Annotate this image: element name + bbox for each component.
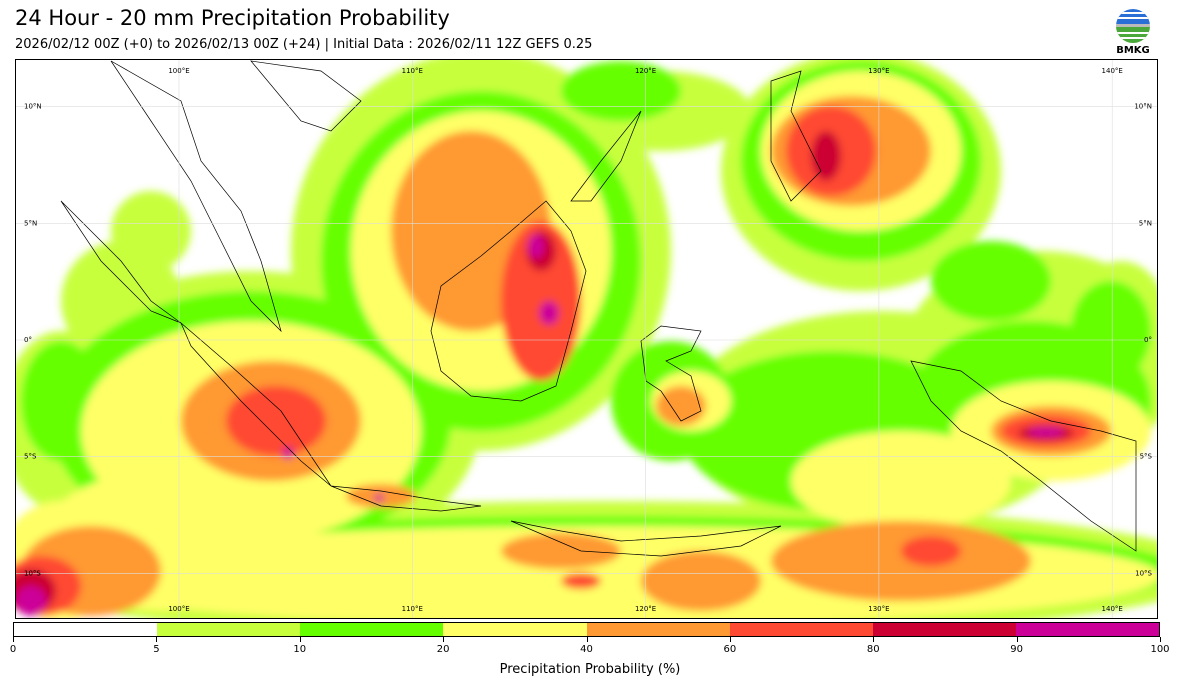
coastline [430, 200, 587, 402]
probability-region [561, 61, 681, 121]
probability-region [501, 533, 621, 569]
colorbar-tick-label: 10 [293, 644, 307, 655]
probability-region [1028, 427, 1064, 437]
longitude-label: 120°E [635, 605, 656, 613]
longitude-label: 130°E [868, 67, 889, 75]
colorbar-tick-label: 100 [1150, 644, 1170, 655]
bmkg-logo: BMKG [1112, 8, 1154, 56]
colorbar-tick [586, 637, 588, 642]
colorbar-segment [14, 623, 158, 636]
coastline [910, 360, 1137, 552]
probability-region [16, 586, 46, 616]
logo-text: BMKG [1116, 45, 1150, 56]
longitude-label: 100°E [168, 605, 189, 613]
probability-region [528, 234, 544, 258]
longitude-label: 140°E [1102, 67, 1123, 75]
colorbar-tick-label: 40 [580, 644, 593, 655]
probability-region [431, 131, 511, 211]
probability-region [501, 221, 581, 381]
probability-region [656, 386, 706, 426]
probability-region [374, 494, 384, 502]
colorbar-segment [729, 623, 873, 636]
coastline [770, 70, 822, 202]
colorbar-tick-label: 90 [1010, 644, 1023, 655]
colorbar-tick [729, 637, 731, 642]
longitude-label: 120°E [635, 67, 656, 75]
probability-region [931, 241, 1051, 321]
coastline [330, 485, 482, 512]
probability-region [561, 573, 601, 589]
colorbar-tick [156, 637, 158, 642]
colorbar-segment [586, 623, 730, 636]
colorbar-segment [1015, 623, 1159, 636]
colorbar-tick [443, 637, 445, 642]
longitude-label: 110°E [402, 605, 423, 613]
chart-title: 24 Hour - 20 mm Precipitation Probabilit… [15, 6, 450, 30]
colorbar-tick-label: 5 [153, 644, 160, 655]
colorbar-tick [1016, 637, 1018, 642]
coastline [250, 60, 362, 132]
latitude-label: 10°S [1135, 569, 1152, 577]
probability-region [811, 131, 841, 181]
probability-region [111, 191, 191, 271]
probability-region [226, 386, 326, 456]
colorbar-tick [873, 637, 875, 642]
colorbar-tick [13, 637, 14, 642]
latitude-label: 10°N [1134, 103, 1152, 111]
coastline [570, 110, 642, 202]
coastline [110, 60, 282, 333]
colorbar-tick-label: 80 [866, 644, 880, 655]
probability-region [282, 447, 294, 459]
colorbar-tick-label: 0 [9, 644, 17, 655]
longitude-label: 140°E [1102, 605, 1123, 613]
latitude-label: 5°S [24, 453, 37, 461]
colorbar-tick-label: 60 [723, 644, 737, 655]
coastline [640, 325, 702, 422]
colorbar-segment [157, 623, 301, 636]
latitude-label: 0° [24, 336, 32, 344]
latitude-label: 10°N [24, 103, 42, 111]
longitude-label: 100°E [168, 67, 189, 75]
latitude-label: 5°N [24, 219, 37, 227]
probability-region [641, 551, 761, 611]
probability-region [771, 521, 1031, 601]
longitude-label: 110°E [402, 67, 423, 75]
colorbar-tick [1160, 637, 1161, 642]
colorbar-tick-label: 20 [436, 644, 450, 655]
colorbar-segment [443, 623, 587, 636]
probability-region [539, 301, 559, 325]
longitude-label: 130°E [868, 605, 889, 613]
chart-subtitle: 2026/02/12 00Z (+0) to 2026/02/13 00Z (+… [15, 37, 593, 52]
probability-region [791, 431, 1011, 531]
coastline [510, 520, 782, 557]
latitude-label: 5°N [1139, 219, 1152, 227]
colorbar-segment [872, 623, 1016, 636]
colorbar-tick [299, 637, 301, 642]
probability-region [1071, 281, 1151, 381]
colorbar [13, 622, 1160, 637]
latitude-label: 0° [1144, 336, 1152, 344]
probability-region [901, 536, 961, 566]
colorbar-segment [300, 623, 444, 636]
coastline [60, 200, 182, 324]
colorbar-label: Precipitation Probability (%) [499, 662, 681, 677]
latitude-label: 10°S [24, 569, 41, 577]
precipitation-map: 100°E 100°E 110°E 110°E 120°E 120°E 130°E 130°E… [15, 59, 1158, 619]
latitude-label: 5°S [1140, 453, 1153, 461]
